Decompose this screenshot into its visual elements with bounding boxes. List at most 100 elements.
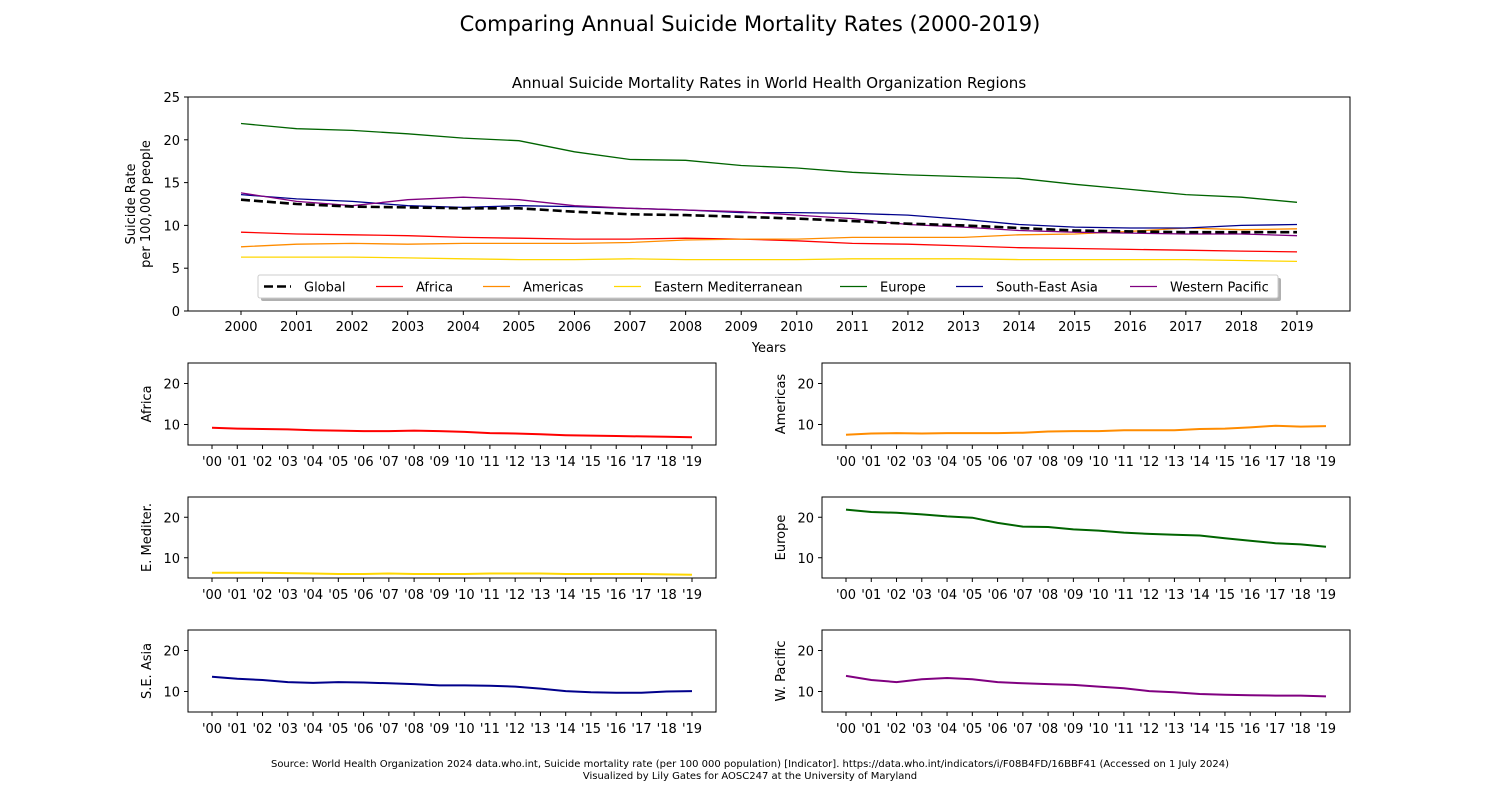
panel-x-tick-label: '02 [252, 588, 272, 603]
main-x-axis-label: Years [751, 341, 787, 356]
main-y-tick-label: 5 [172, 262, 180, 277]
panel-frame [821, 362, 1351, 446]
panel-x-tick-label: '05 [962, 588, 982, 603]
panel-y-axis-label: E. Mediter. [140, 503, 155, 572]
panel-x-tick-label: '17 [631, 722, 651, 737]
main-y-tick-label: 0 [172, 305, 180, 320]
series-line-africa [240, 231, 1298, 253]
panel-w-pacific: 10 20 '00 '01 '02 '03 '04 '05 '06 '07 '08 '09 '10 '11… [774, 629, 1351, 737]
panel-x-tick-label: '13 [530, 588, 550, 603]
panel-x-tick-label: '18 [1291, 722, 1311, 737]
panel-x-tick-label: '19 [682, 722, 702, 737]
panel-series-line [211, 426, 693, 439]
panel-x-tick-label: '06 [988, 588, 1008, 603]
panel-x-tick-label: '16 [1240, 588, 1260, 603]
main-x-tick-label: 2017 [1169, 320, 1202, 335]
panel-x-tick-label: '06 [354, 722, 374, 737]
panel-x-tick-label: '03 [278, 455, 298, 470]
main-x-tick-label: 2008 [669, 320, 702, 335]
panel-x-tick-label: '18 [1291, 588, 1311, 603]
panel-x-tick-label: '03 [278, 588, 298, 603]
panel-x-tick-label: '15 [1215, 588, 1235, 603]
main-chart: Annual Suicide Mortality Rates in World … [124, 74, 1351, 356]
series-line-europe [240, 122, 1298, 203]
panel-x-tick-label: '16 [1240, 455, 1260, 470]
panel-x-tick-label: '07 [379, 455, 399, 470]
panel-x-tick-label: '08 [1038, 588, 1058, 603]
panel-x-tick-label: '11 [1114, 588, 1134, 603]
panel-y-axis-label: S.E. Asia [140, 643, 155, 699]
panel-x-tick-label: '15 [581, 455, 601, 470]
panel-x-tick-label: '11 [480, 588, 500, 603]
panel-s-e-asia: 10 20 '00 '01 '02 '03 '04 '05 '06 '07 '08 '09 '10 '11… [140, 629, 717, 737]
main-plot-frame [187, 96, 1351, 312]
panel-y-tick-label: 20 [163, 378, 180, 393]
main-x-tick-label: 2005 [502, 320, 535, 335]
main-x-tick-label: 2012 [891, 320, 924, 335]
series-line-americas [240, 227, 1298, 248]
panel-x-tick-label: '03 [278, 722, 298, 737]
panel-x-tick-label: '19 [1316, 455, 1336, 470]
panel-y-tick-label: 10 [797, 552, 814, 567]
panel-x-tick-label: '03 [912, 588, 932, 603]
panel-series-line [845, 674, 1327, 698]
figure-suptitle: Comparing Annual Suicide Mortality Rates… [459, 12, 1041, 36]
panel-x-tick-label: '08 [404, 455, 424, 470]
panel-x-tick-label: '16 [606, 455, 626, 470]
main-x-tick-label: 2002 [336, 320, 369, 335]
panel-x-tick-label: '15 [581, 722, 601, 737]
panel-x-tick-label: '19 [1316, 722, 1336, 737]
panel-x-tick-label: '02 [886, 722, 906, 737]
panel-x-tick-label: '04 [937, 455, 957, 470]
panel-europe: 10 20 '00 '01 '02 '03 '04 '05 '06 '07 '08 '09 '10 '11… [774, 496, 1351, 603]
panel-x-tick-label: '04 [303, 722, 323, 737]
panel-x-tick-label: '13 [1164, 588, 1184, 603]
panel-y-axis-label: W. Pacific [774, 641, 789, 702]
panel-x-tick-label: '13 [1164, 455, 1184, 470]
main-x-tick-label: 2000 [224, 320, 257, 335]
panel-x-tick-label: '09 [1063, 722, 1083, 737]
panel-x-tick-label: '01 [861, 722, 881, 737]
panel-y-tick-label: 10 [163, 552, 180, 567]
panel-x-tick-label: '10 [455, 588, 475, 603]
panel-x-tick-label: '13 [530, 455, 550, 470]
panel-x-tick-label: '17 [631, 455, 651, 470]
main-x-tick-label: 2004 [447, 320, 480, 335]
panel-x-tick-label: '12 [505, 722, 525, 737]
panel-x-tick-label: '09 [1063, 588, 1083, 603]
panel-x-tick-label: '12 [1139, 588, 1159, 603]
panel-x-tick-label: '04 [303, 455, 323, 470]
panel-x-tick-label: '12 [505, 588, 525, 603]
panel-x-tick-label: '04 [937, 722, 957, 737]
panel-x-tick-label: '00 [836, 588, 856, 603]
panel-x-tick-label: '01 [227, 722, 247, 737]
main-x-tick-label: 2003 [391, 320, 424, 335]
panel-x-tick-label: '01 [227, 455, 247, 470]
panel-y-tick-label: 10 [163, 419, 180, 434]
panel-x-tick-label: '01 [861, 455, 881, 470]
panel-americas: 10 20 '00 '01 '02 '03 '04 '05 '06 '07 '08 '09 '10 '11… [774, 362, 1351, 470]
panel-x-tick-label: '15 [1215, 455, 1235, 470]
panel-x-tick-label: '05 [328, 722, 348, 737]
main-x-tick-label: 2011 [836, 320, 869, 335]
panel-x-tick-label: '00 [202, 455, 222, 470]
panel-series-line [845, 424, 1327, 436]
main-x-tick-label: 2014 [1003, 320, 1036, 335]
panel-y-axis-label: Africa [140, 385, 155, 422]
visualization-credit: Visualized by Lily Gates for AOSC247 at … [582, 771, 918, 782]
panel-frame [821, 496, 1351, 579]
series-line-western-pacific [240, 192, 1298, 237]
panel-y-tick-label: 20 [797, 645, 814, 660]
legend: Global Africa Americas Eastern Mediterranea… [257, 274, 1281, 301]
panel-x-tick-label: '07 [379, 722, 399, 737]
panel-y-axis-label: Americas [774, 374, 789, 435]
panel-x-tick-label: '17 [631, 588, 651, 603]
panel-y-tick-label: 10 [797, 419, 814, 434]
panel-x-tick-label: '07 [379, 588, 399, 603]
panel-x-tick-label: '12 [505, 455, 525, 470]
panel-x-tick-label: '10 [1089, 588, 1109, 603]
panel-x-tick-label: '14 [1190, 455, 1210, 470]
panel-y-tick-label: 10 [163, 686, 180, 701]
panel-africa: 10 20 '00 '01 '02 '03 '04 '05 '06 '07 '08 '09 '10 '11… [140, 362, 717, 470]
